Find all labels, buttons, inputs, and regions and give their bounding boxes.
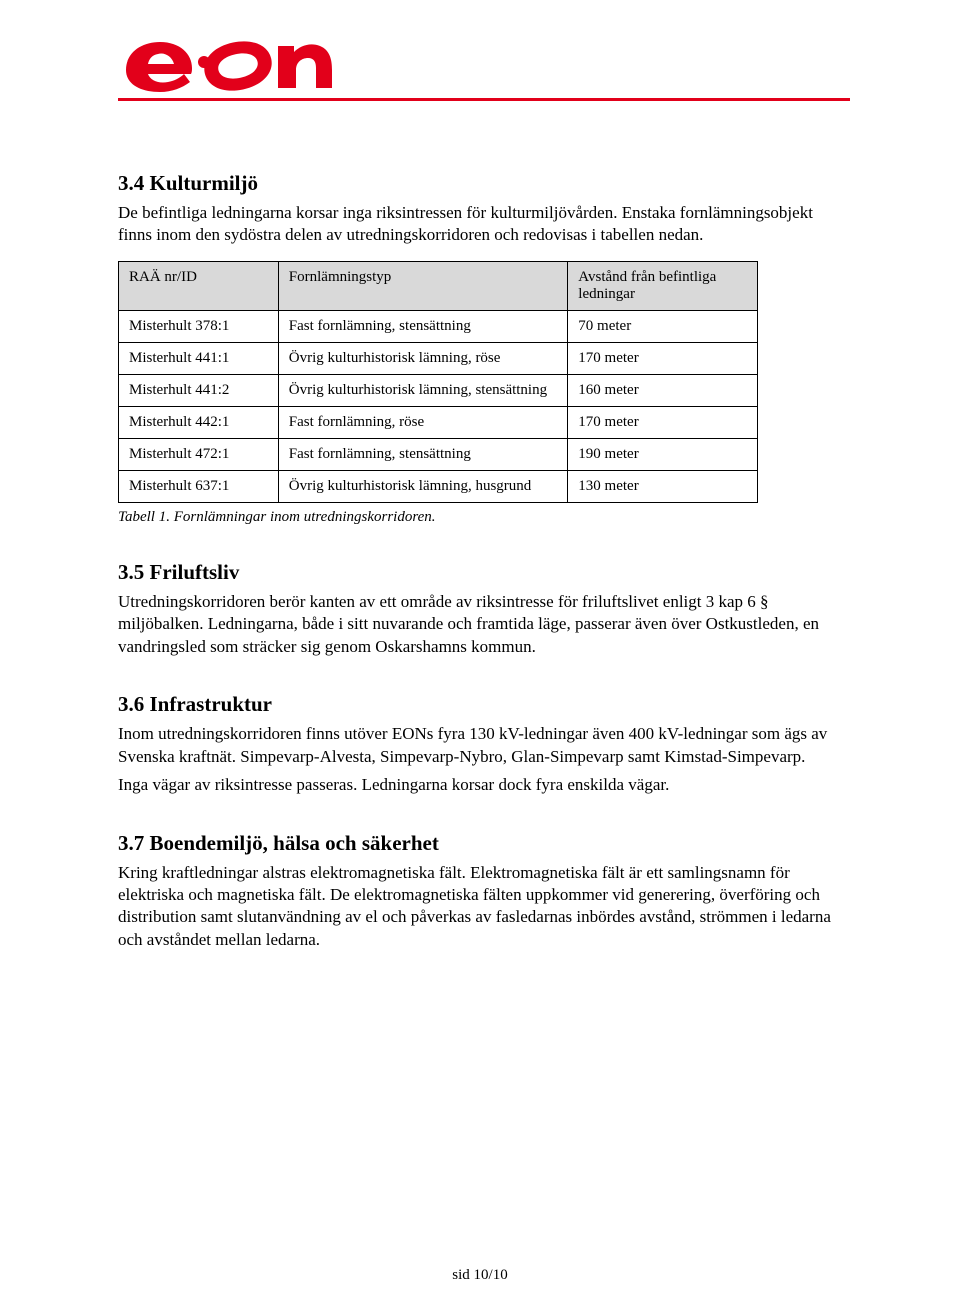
table-cell: 130 meter <box>568 470 758 502</box>
table-cell: Misterhult 472:1 <box>119 438 279 470</box>
fornlamning-table: RAÄ nr/ID Fornlämningstyp Avstånd från b… <box>118 261 758 503</box>
table-header-row: RAÄ nr/ID Fornlämningstyp Avstånd från b… <box>119 261 758 310</box>
table-cell: Misterhult 378:1 <box>119 310 279 342</box>
table-cell: 170 meter <box>568 406 758 438</box>
page-footer: sid 10/10 <box>0 1267 960 1284</box>
table-row: Misterhult 637:1Övrig kulturhistorisk lä… <box>119 470 758 502</box>
table-cell: 190 meter <box>568 438 758 470</box>
column-header: Fornlämningstyp <box>278 261 568 310</box>
brand-logo <box>118 30 850 92</box>
table-row: Misterhult 441:1Övrig kulturhistorisk lä… <box>119 342 758 374</box>
table-cell: 160 meter <box>568 374 758 406</box>
paragraph: Inga vägar av riksintresse passeras. Led… <box>118 774 850 796</box>
table-cell: Misterhult 442:1 <box>119 406 279 438</box>
table-cell: Övrig kulturhistorisk lämning, husgrund <box>278 470 568 502</box>
heading-3-5: 3.5 Friluftsliv <box>118 560 850 585</box>
heading-3-4: 3.4 Kulturmiljö <box>118 171 850 196</box>
table-cell: Övrig kulturhistorisk lämning, stensättn… <box>278 374 568 406</box>
table-caption: Tabell 1. Fornlämningar inom utredningsk… <box>118 509 850 526</box>
table-cell: Misterhult 441:1 <box>119 342 279 374</box>
table-cell: 170 meter <box>568 342 758 374</box>
table-row: Misterhult 442:1Fast fornlämning, röse17… <box>119 406 758 438</box>
table-cell: Misterhult 441:2 <box>119 374 279 406</box>
table-cell: Misterhult 637:1 <box>119 470 279 502</box>
table-cell: Fast fornlämning, stensättning <box>278 310 568 342</box>
document-page: 3.4 Kulturmiljö De befintliga ledningarn… <box>0 0 960 1310</box>
table-row: Misterhult 472:1Fast fornlämning, stensä… <box>119 438 758 470</box>
paragraph: Inom utredningskorridoren finns utöver E… <box>118 723 850 768</box>
table-cell: Fast fornlämning, röse <box>278 406 568 438</box>
column-header: Avstånd från befintliga ledningar <box>568 261 758 310</box>
table-cell: Övrig kulturhistorisk lämning, röse <box>278 342 568 374</box>
table-row: Misterhult 441:2Övrig kulturhistorisk lä… <box>119 374 758 406</box>
paragraph: De befintliga ledningarna korsar inga ri… <box>118 202 850 247</box>
table-row: Misterhult 378:1Fast fornlämning, stensä… <box>119 310 758 342</box>
header-rule <box>118 98 850 101</box>
table-cell: 70 meter <box>568 310 758 342</box>
table-cell: Fast fornlämning, stensättning <box>278 438 568 470</box>
column-header: RAÄ nr/ID <box>119 261 279 310</box>
paragraph: Utredningskorridoren berör kanten av ett… <box>118 591 850 658</box>
heading-3-7: 3.7 Boendemiljö, hälsa och säkerhet <box>118 831 850 856</box>
paragraph: Kring kraftledningar alstras elektromagn… <box>118 862 850 952</box>
heading-3-6: 3.6 Infrastruktur <box>118 692 850 717</box>
